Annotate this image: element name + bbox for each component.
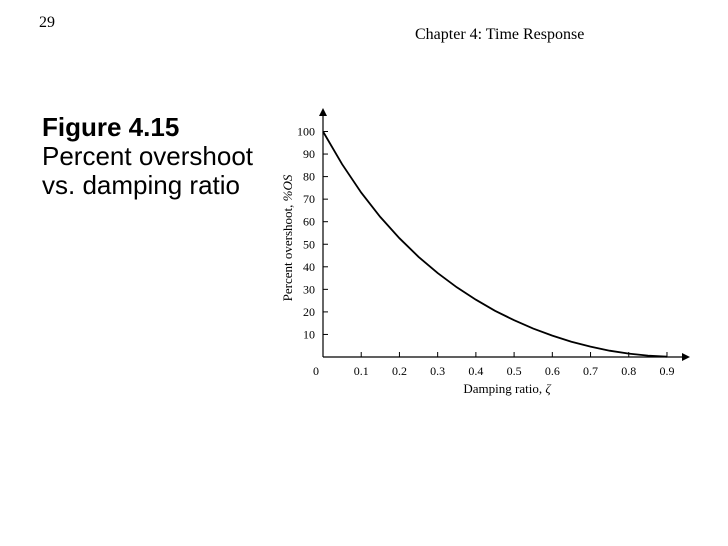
y-ticks: 10 20 30 40 50 60 70 80 90 100	[297, 125, 328, 341]
figure-description: Percent overshoot vs. damping ratio	[42, 141, 254, 200]
y-tick-label: 30	[303, 282, 315, 296]
x-axis-label: Damping ratio, ζ	[463, 381, 551, 396]
overshoot-curve	[322, 131, 668, 358]
x-axis-label-symbol: ζ	[545, 381, 551, 396]
y-tick-label: 40	[303, 260, 315, 274]
y-axis-label-symbol: %OS	[280, 174, 295, 201]
y-tick-label: 90	[303, 147, 315, 161]
chart-axes	[319, 108, 690, 361]
y-axis-label-text: Percent overshoot,	[280, 201, 295, 301]
x-tick-label: 0.3	[430, 364, 445, 378]
x-axis-arrow	[682, 353, 690, 361]
figure-label: Figure 4.15	[42, 112, 180, 142]
y-tick-label: 20	[303, 305, 315, 319]
x-ticks: 0 0.1 0.2 0.3 0.4 0.5 0.6 0.7 0.8 0.9	[313, 352, 674, 378]
x-tick-label: 0.4	[468, 364, 483, 378]
y-tick-label: 60	[303, 215, 315, 229]
x-tick-label: 0.7	[583, 364, 598, 378]
x-axis-label-text: Damping ratio,	[463, 381, 545, 396]
y-axis-arrow	[319, 108, 327, 116]
y-tick-label: 100	[297, 125, 315, 139]
y-tick-label: 50	[303, 237, 315, 251]
chapter-title: Chapter 4: Time Response	[415, 26, 585, 43]
x-tick-label: 0.5	[507, 364, 522, 378]
y-tick-label: 70	[303, 192, 315, 206]
slide-number: 29	[39, 14, 55, 31]
y-tick-label: 80	[303, 170, 315, 184]
figure-caption: Figure 4.15 Percent overshoot vs. dampin…	[42, 113, 257, 200]
x-tick-label: 0.8	[621, 364, 636, 378]
x-tick-label: 0.9	[659, 364, 674, 378]
x-tick-label: 0.2	[392, 364, 407, 378]
x-tick-label: 0.1	[354, 364, 369, 378]
y-axis-label: Percent overshoot, %OS	[280, 174, 295, 301]
x-tick-label: 0.6	[545, 364, 560, 378]
y-tick-label: 10	[303, 327, 315, 341]
x-tick-label: 0	[313, 364, 319, 378]
